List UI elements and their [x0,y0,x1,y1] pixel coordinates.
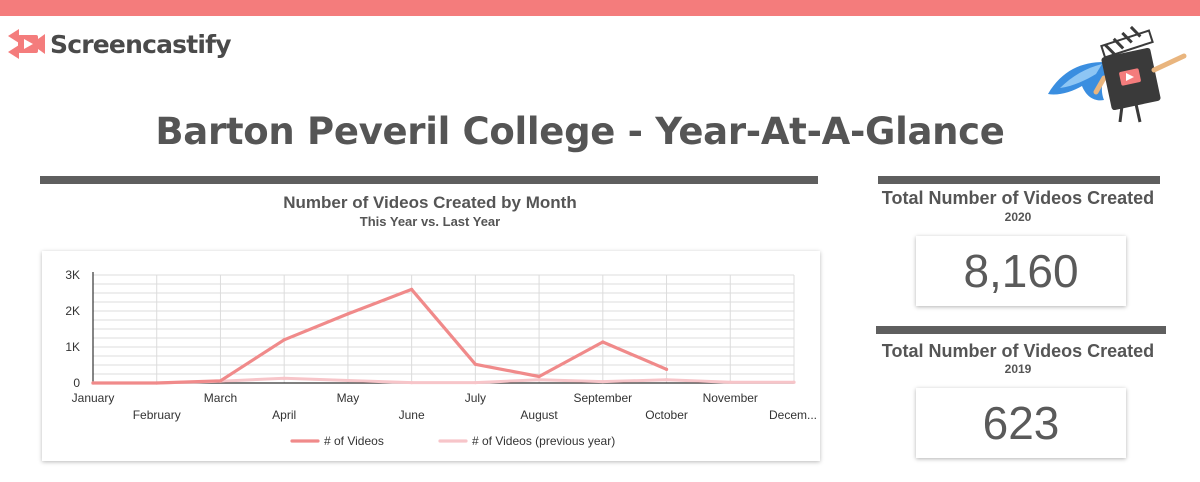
divider [40,176,818,184]
data-point [410,381,414,385]
stat-year: 2020 [1004,210,1032,224]
data-point [601,379,605,384]
stat-title: Total Number of Videos Created [881,188,1155,208]
data-point [537,378,541,382]
x-tick-label: November [703,391,758,405]
data-point [282,376,286,380]
x-tick-label: Decem... [769,408,817,422]
data-point [664,367,669,371]
x-tick-label: October [645,408,688,422]
stat-value-box: 623 [916,388,1126,458]
stat-title: Total Number of Videos Created [881,341,1155,361]
mascot-clapperboard-hero-icon [1048,25,1187,123]
x-tick-label: March [204,391,237,405]
y-tick-label: 2K [65,304,80,318]
divider [876,326,1166,334]
data-point [601,340,605,344]
legend-label: # of Videos (previous year) [472,434,615,448]
data-point [473,362,477,366]
data-point [664,378,669,382]
stat-year: 2019 [1004,362,1032,376]
screencastify-logo[interactable]: Screencastify [6,26,232,62]
series-line [91,287,669,385]
x-tick-label: April [272,408,296,422]
x-tick-label: June [399,408,425,422]
data-point [282,338,286,342]
chart-card: 0 1K 2K 3K January February March April May June J… [42,251,820,461]
x-tick-label: January [72,391,115,405]
x-tick-label: September [573,391,632,405]
data-point [537,374,541,379]
brand-name: Screencastify [50,29,232,59]
x-tick-label: August [520,408,558,422]
line-chart: 0 1K 2K 3K January February March April May June J… [65,268,817,448]
data-point [346,312,350,316]
data-point [218,379,223,383]
data-point [155,381,159,385]
y-tick-label: 3K [65,268,80,282]
data-point [473,381,477,385]
top-accent-bar [0,0,1200,16]
data-point [91,381,95,385]
x-tick-label: July [465,391,486,405]
chart-subtitle: This Year vs. Last Year [359,214,501,229]
page-title: Barton Peveril College - Year-At-A-Glanc… [155,110,1005,153]
data-point [728,380,732,384]
y-tick-label: 1K [65,340,80,354]
legend-label: # of Videos [324,434,384,448]
data-point [346,378,350,383]
data-point [410,287,414,291]
divider [878,176,1160,184]
y-tick-label: 0 [73,376,80,390]
x-tick-label: May [337,391,360,405]
chart-title: Number of Videos Created by Month [283,193,577,212]
stat-value-box: 8,160 [916,236,1126,306]
x-tick-label: February [133,408,181,422]
screencastify-logo-icon [8,29,45,59]
data-point [792,380,796,384]
